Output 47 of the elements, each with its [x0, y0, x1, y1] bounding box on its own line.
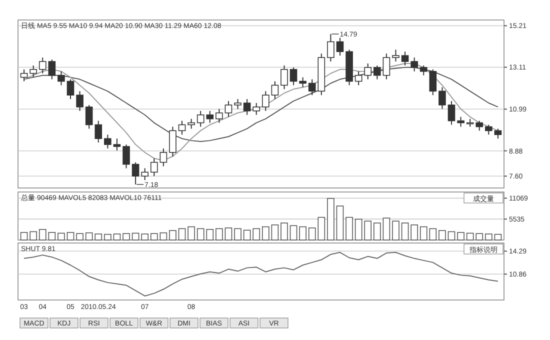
candlestick — [262, 90, 270, 112]
candlestick — [150, 158, 158, 177]
candlestick — [457, 116, 464, 128]
line-series — [24, 252, 498, 296]
candlestick — [382, 53, 390, 80]
candlestick — [38, 57, 46, 74]
candlestick — [169, 126, 176, 157]
candlestick — [224, 100, 232, 118]
candlestick — [141, 168, 148, 181]
candlestick — [30, 64, 37, 78]
candlestick — [178, 120, 186, 136]
candlestick — [374, 64, 381, 80]
candlestick — [104, 134, 112, 149]
candlestick — [85, 104, 93, 130]
candlestick — [113, 138, 121, 151]
candlestick — [448, 100, 456, 126]
candlestick — [160, 148, 168, 167]
candlestick — [299, 76, 306, 88]
candlestick — [76, 90, 84, 112]
candlestick — [271, 80, 279, 100]
candlestick — [66, 78, 74, 100]
candlestick — [364, 62, 372, 80]
candlestick — [252, 102, 260, 116]
candlestick — [410, 57, 418, 72]
candlestick — [336, 37, 344, 56]
candlestick — [234, 98, 242, 110]
candlestick — [48, 59, 56, 80]
candlestick — [485, 124, 492, 136]
candlestick — [354, 70, 362, 86]
candlestick — [188, 118, 195, 130]
candlestick — [327, 34, 334, 62]
candlestick — [429, 68, 437, 96]
candlestick — [94, 120, 102, 144]
candlestick — [280, 64, 288, 90]
candlestick — [401, 51, 409, 66]
candlestick — [438, 86, 446, 110]
candlestick — [122, 144, 130, 169]
candlestick — [420, 64, 428, 76]
candlestick — [290, 66, 298, 86]
candlestick — [476, 120, 484, 132]
candlestick — [216, 108, 223, 124]
candlestick — [494, 128, 502, 140]
candlestick — [392, 49, 400, 62]
candlestick — [20, 68, 28, 82]
candlestick — [58, 70, 65, 86]
candlestick — [132, 162, 140, 185]
candlestick — [243, 98, 251, 116]
